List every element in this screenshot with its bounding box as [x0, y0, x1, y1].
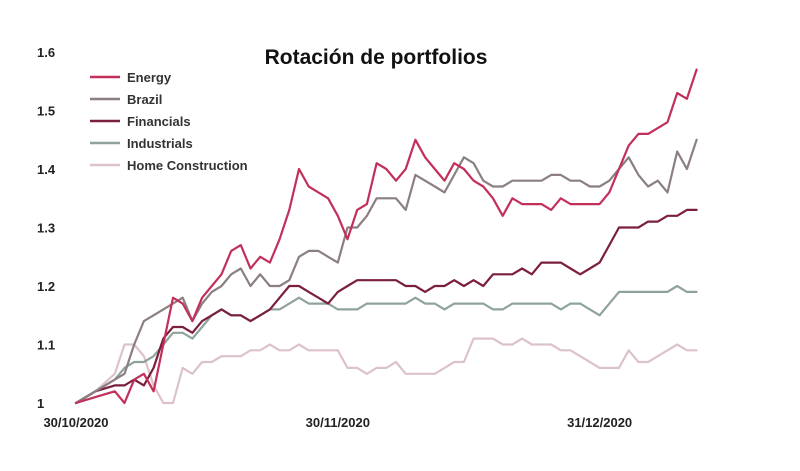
y-tick-label: 1.2 [37, 279, 55, 294]
y-tick-label: 1.3 [37, 221, 55, 236]
y-tick-label: 1.6 [37, 45, 55, 60]
y-tick-label: 1 [37, 396, 44, 411]
y-axis-ticks: 1 1.1 1.2 1.3 1.4 1.5 1.6 [37, 45, 56, 411]
legend-label-energy: Energy [127, 70, 172, 85]
chart-title: Rotación de portfolios [265, 46, 488, 69]
series-line-industrials [74, 284, 698, 405]
x-tick-label: 30/11/2020 [306, 415, 370, 430]
legend-label-financials: Financials [127, 114, 191, 129]
legend-label-home-construction: Home Construction [127, 158, 248, 173]
y-tick-label: 1.4 [37, 162, 56, 177]
x-tick-label: 31/12/2020 [567, 415, 632, 430]
series-line-energy [74, 68, 698, 405]
series-lines [74, 68, 698, 405]
x-tick-label: 30/10/2020 [43, 415, 108, 430]
legend-label-industrials: Industrials [127, 136, 193, 151]
y-tick-label: 1.1 [37, 338, 55, 353]
series-line-home-construction [74, 337, 698, 405]
series-line-brazil [74, 138, 698, 405]
series-line-financials [74, 208, 698, 405]
y-tick-label: 1.5 [37, 104, 55, 119]
legend-label-brazil: Brazil [127, 92, 162, 107]
x-axis-ticks: 30/10/2020 30/11/2020 31/12/2020 [43, 415, 632, 430]
legend: Energy Brazil Financials Industrials Home Co… [90, 70, 248, 173]
